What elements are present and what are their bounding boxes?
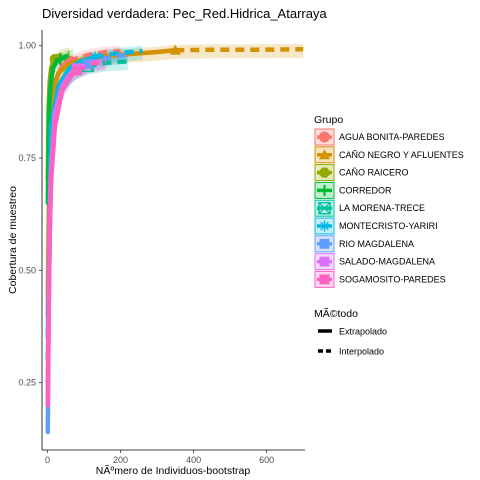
x-tick-label: 600 [259, 455, 274, 465]
legend-key-shape [319, 149, 330, 160]
legend-method-interpolado: Interpolado [318, 347, 384, 357]
x-tick-label: 400 [186, 455, 201, 465]
legend-item-montecristo-yariri: MONTECRISTO-YARIRI [314, 217, 438, 235]
legend-key-shape [318, 201, 331, 215]
legend-label: MONTECRISTO-YARIRI [339, 221, 438, 231]
legend-item-sogamosito-paredes: SOGAMOSITO-PAREDES [314, 270, 446, 288]
legend-item-salado-magdalena: SALADO-MAGDALENA [314, 253, 435, 271]
legend-method-label: Extrapolado [339, 327, 387, 337]
legend-key-shape [319, 238, 330, 249]
legend-methods: Extrapolado Interpolado [318, 327, 387, 357]
x-axis-label: NÃºmero de Individuos-bootstrap [96, 464, 251, 477]
legend-item-rio-magdalena: RIO MAGDALENA [314, 235, 414, 253]
legend-label: SALADO-MAGDALENA [339, 257, 435, 267]
legend-key-shape [319, 184, 330, 196]
x-tick-label: 0 [45, 455, 50, 465]
legend-group-title: Grupo [314, 114, 343, 126]
y-tick-label: 1.00 [18, 41, 36, 51]
point-montecristo-yariri [89, 51, 101, 63]
legend-item-corredor: CORREDOR [314, 181, 392, 199]
line-interp-sogamosito-paredes [45, 68, 79, 408]
line-interp-montecristo-yariri [45, 54, 98, 340]
plot-area [45, 43, 304, 441]
legend-method-title: MÃ©todo [314, 307, 358, 320]
line-extrap-agua-bonita-paredes [68, 48, 121, 64]
legend-label: RIO MAGDALENA [339, 239, 414, 249]
legend-label: CAÑO NEGRO Y AFLUENTES [339, 150, 464, 160]
y-tick-label: 0.75 [18, 153, 36, 163]
legend-label: LA MORENA-TRECE [339, 203, 425, 213]
legend-label: CORREDOR [339, 185, 392, 195]
legend-key-shape [319, 256, 330, 267]
legend-groups: AGUA BONITA-PAREDES CAÑO NEGRO Y AFLUENTE… [314, 128, 464, 288]
legend-label: AGUA BONITA-PAREDES [339, 132, 445, 142]
legend-item-can-o-negro-y-afluentes: CAÑO NEGRO Y AFLUENTES [314, 146, 464, 164]
legend-item-can-o-raicero: CAÑO RAICERO [314, 164, 409, 182]
x-ticks: 0 200 400 600 [45, 450, 274, 465]
y-ticks: 0.25 0.50 0.75 1.00 [18, 41, 42, 388]
legend-key-shape [319, 167, 330, 178]
point-corredor [54, 53, 66, 65]
point-rio-magdalena [82, 58, 93, 69]
legend-key-shape [319, 220, 330, 232]
point-can-o-negro-y-afluentes [169, 44, 181, 55]
chart-title: Diversidad verdadera: Pec_Red.Hidrica_At… [42, 6, 327, 21]
legend-method-extrapolado: Extrapolado [318, 327, 387, 337]
point-sogamosito-paredes [71, 65, 82, 76]
legend-label: SOGAMOSITO-PAREDES [339, 274, 446, 284]
legend: Grupo AGUA BONITA-PAREDES CAÑO NEGRO Y AF… [314, 114, 464, 357]
legend-key-shape [319, 274, 330, 285]
legend-item-agua-bonita-paredes: AGUA BONITA-PAREDES [314, 128, 445, 146]
x-tick-label: 200 [113, 455, 128, 465]
series-lines [45, 44, 304, 435]
line-extrap-can-o-negro-y-afluentes [175, 47, 304, 53]
y-tick-label: 0.25 [18, 378, 36, 388]
line-extrap-rio-magdalena [87, 52, 129, 66]
y-tick-label: 0.50 [18, 265, 36, 275]
legend-item-la-morena-trece: LA MORENA-TRECE [314, 199, 425, 217]
legend-label: CAÑO RAICERO [339, 168, 409, 178]
y-axis-label: Cobertura de muestreo [7, 186, 19, 294]
confidence-bands [47, 43, 304, 441]
band-can-o-negro-y-afluentes [47, 43, 304, 302]
legend-key-shape [319, 131, 330, 143]
line-interp-corredor [45, 56, 63, 206]
legend-method-label: Interpolado [339, 347, 384, 357]
